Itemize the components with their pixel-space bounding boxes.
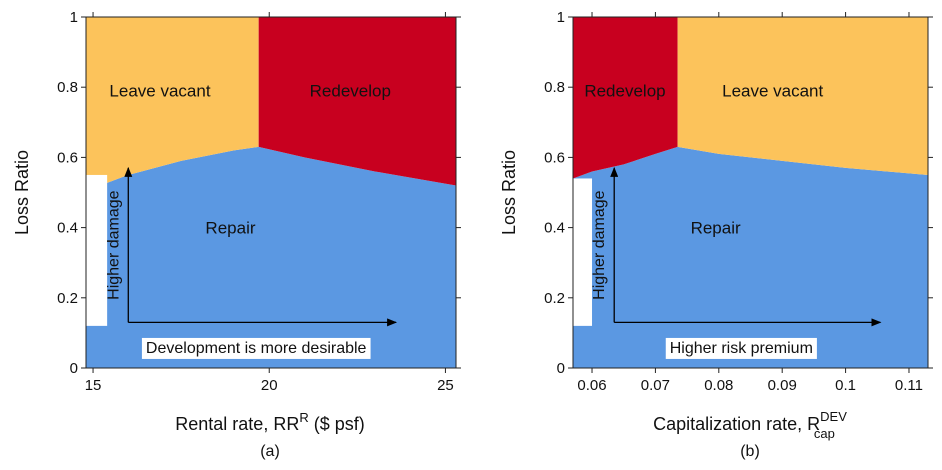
region-leave-vacant <box>86 17 259 186</box>
annotation-box <box>665 337 817 359</box>
panel-label: (b) <box>740 443 760 460</box>
annotation-backdrop <box>86 174 108 326</box>
x-tick-label: 0.06 <box>577 377 606 394</box>
region-label-leave-vacant: Leave vacant <box>722 82 823 101</box>
y-tick-label: 0.6 <box>57 149 78 166</box>
region-label-repair: Repair <box>205 219 255 238</box>
annotation-vertical: Higher damage <box>591 190 608 300</box>
plot-frame <box>572 16 929 369</box>
y-axis-title: Loss Ratio <box>499 150 519 235</box>
x-axis-title-main: Capitalization rate, R <box>653 414 820 434</box>
y-tick-label: 0.2 <box>57 290 78 307</box>
region-label-redevelop: Redevelop <box>310 82 391 101</box>
x-tick-label: 0.11 <box>895 377 923 394</box>
region-leave-vacant <box>677 17 928 175</box>
panel-label: (a) <box>260 443 280 460</box>
annotation-horizontal: Development is more desirable <box>146 340 367 357</box>
region-redevelop <box>573 17 678 179</box>
y-tick-label: 0.8 <box>57 79 78 96</box>
x-axis-title-tail: ($ psf) <box>309 414 365 434</box>
plot-frame <box>85 16 457 369</box>
x-axis-title: Rental rate, RRR ($ psf) <box>175 410 364 434</box>
y-tick-label: 0.8 <box>544 79 565 96</box>
y-tick-label: 0.4 <box>57 220 78 237</box>
annotation-box <box>141 337 371 359</box>
annotation-backdrop <box>573 178 593 326</box>
y-tick-label: 0 <box>70 360 78 377</box>
x-tick-label: 0.07 <box>641 377 670 394</box>
y-tick-label: 1 <box>557 9 565 26</box>
x-axis-title-sub: cap <box>814 426 835 441</box>
x-tick-label: 0.1 <box>835 377 856 394</box>
x-tick-label: 25 <box>437 377 454 394</box>
y-tick-label: 0.6 <box>544 149 565 166</box>
y-tick-label: 1 <box>70 9 78 26</box>
panel-b: Repair Leave vacant Redevelop Higher damage… <box>499 9 933 460</box>
annotation-vertical: Higher damage <box>105 190 122 300</box>
x-axis-title-sup: R <box>299 410 308 425</box>
x-tick-label: 0.09 <box>768 377 797 394</box>
region-label-repair: Repair <box>691 219 741 238</box>
annotation-horizontal: Higher risk premium <box>670 340 813 357</box>
region-repair <box>573 146 928 368</box>
x-axis-title-sup: DEV <box>820 409 847 424</box>
y-tick-label: 0.2 <box>544 290 565 307</box>
y-axis-title: Loss Ratio <box>12 150 32 235</box>
region-label-leave-vacant: Leave vacant <box>109 82 210 101</box>
region-redevelop <box>258 17 456 186</box>
region-label-redevelop: Redevelop <box>584 82 665 101</box>
panel-a: Repair Leave vacant Redevelop Higher damage… <box>12 9 461 460</box>
x-tick-label: 20 <box>261 377 278 394</box>
x-tick-label: 0.08 <box>704 377 733 394</box>
y-tick-label: 0.4 <box>544 220 565 237</box>
x-tick-label: 15 <box>85 377 102 394</box>
x-axis-title: Capitalization rate, RDEV cap <box>653 409 847 441</box>
region-repair <box>86 146 456 368</box>
x-axis-title-main: Rental rate, RR <box>175 414 299 434</box>
y-tick-label: 0 <box>557 360 565 377</box>
